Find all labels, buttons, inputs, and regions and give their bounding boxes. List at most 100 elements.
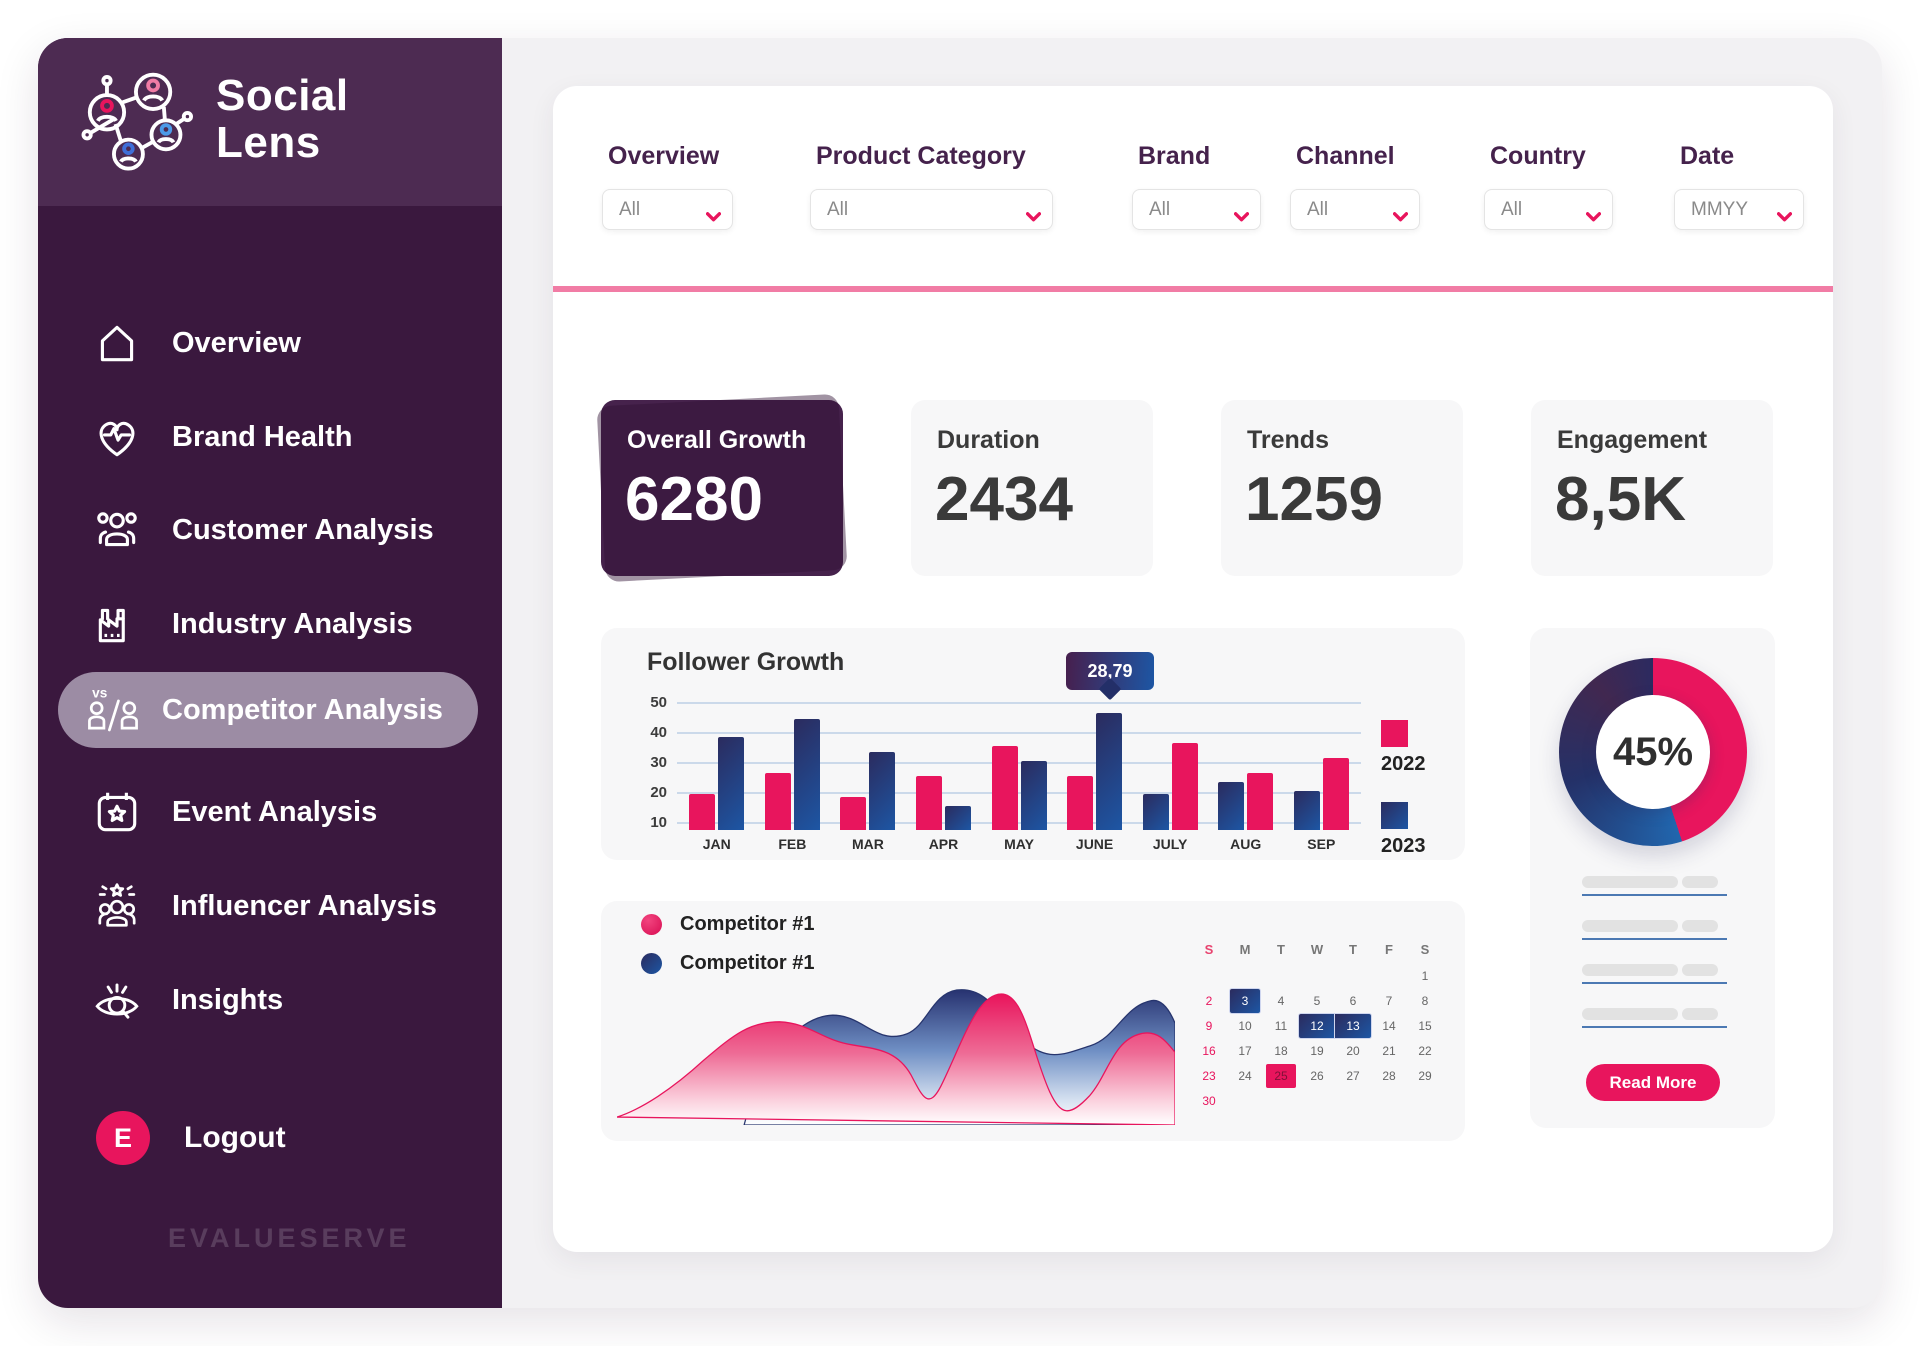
- kpi-card-duration[interactable]: Duration 2434: [911, 400, 1153, 576]
- x-tick-label: SEP: [1307, 836, 1336, 852]
- calendar-day-17[interactable]: 17: [1238, 1043, 1252, 1058]
- kpi-card-overall-growth[interactable]: Overall Growth 6280: [601, 400, 843, 576]
- calendar-day-22[interactable]: 22: [1418, 1043, 1432, 1058]
- calendar-weekday-header: S: [1204, 941, 1214, 957]
- calendar-day-8[interactable]: 8: [1421, 993, 1429, 1008]
- sidebar-item-competitor-analysis[interactable]: vs Competitor Analysis: [58, 672, 478, 748]
- calendar-day-13[interactable]: 13: [1335, 1013, 1371, 1038]
- bar-aug-2023: [1218, 782, 1245, 830]
- calendar-day-12[interactable]: 12: [1299, 1013, 1335, 1038]
- filter-label: Product Category: [816, 142, 1026, 170]
- calendar-day-empty: [1299, 963, 1335, 988]
- placeholder-underline: [1582, 894, 1727, 896]
- filter-product-category-select[interactable]: All: [810, 189, 1053, 230]
- calendar-day-15[interactable]: 15: [1418, 1018, 1432, 1033]
- calendar-day-empty: [1227, 963, 1263, 988]
- sidebar-item-label: Brand Health: [172, 420, 353, 453]
- bar-apr-2023: [944, 806, 971, 830]
- calendar-day-empty: [1263, 963, 1299, 988]
- sidebar-item-event-analysis[interactable]: Event Analysis: [38, 765, 502, 859]
- chevron-down-icon: [1233, 206, 1250, 228]
- social-lens-logo-icon: [78, 64, 196, 182]
- read-more-button[interactable]: Read More: [1586, 1064, 1720, 1101]
- calendar-weekday-header: T: [1277, 941, 1285, 957]
- calendar-day-27[interactable]: 27: [1346, 1068, 1360, 1083]
- x-tick-label: MAR: [851, 836, 884, 852]
- people-group-icon: [88, 503, 146, 557]
- calendar-day-20[interactable]: 20: [1346, 1043, 1360, 1058]
- placeholder-bar-short: [1682, 876, 1718, 888]
- sidebar-item-insights[interactable]: Insights: [38, 953, 502, 1047]
- logout-button[interactable]: E Logout: [38, 1100, 502, 1176]
- kpi-label: Engagement: [1557, 426, 1708, 454]
- bar-tooltip: 28,79: [1066, 652, 1154, 701]
- calendar-day-4[interactable]: 4: [1277, 993, 1285, 1008]
- calendar-day-18[interactable]: 18: [1274, 1043, 1288, 1058]
- calendar-day-5[interactable]: 5: [1313, 993, 1321, 1008]
- sidebar-item-influencer-analysis[interactable]: Influencer Analysis: [38, 859, 502, 953]
- x-tick-label: FEB: [778, 836, 807, 852]
- sidebar-item-customer-analysis[interactable]: Customer Analysis: [38, 483, 502, 577]
- calendar-day-9[interactable]: 9: [1205, 1018, 1213, 1033]
- kpi-label: Duration: [937, 426, 1040, 454]
- calendar-weekday-header: W: [1310, 941, 1324, 957]
- calendar-day-21[interactable]: 21: [1382, 1043, 1396, 1058]
- footer-brand: EVALUESERVE: [168, 1223, 411, 1253]
- calendar-day-3[interactable]: 3: [1227, 988, 1263, 1013]
- sidebar-item-label: Competitor Analysis: [162, 693, 443, 726]
- filter-brand-select[interactable]: All: [1132, 189, 1261, 230]
- calendar-day-6[interactable]: 6: [1349, 993, 1357, 1008]
- calendar-day-empty: [1191, 963, 1227, 988]
- kpi-label: Overall Growth: [627, 426, 807, 454]
- donut-hole: 45%: [1596, 695, 1710, 809]
- filter-date-select[interactable]: MMYY: [1674, 189, 1804, 230]
- filter-selected-value: All: [1149, 198, 1171, 220]
- kpi-card-engagement[interactable]: Engagement 8,5K: [1531, 400, 1773, 576]
- calendar-day-empty: [1407, 1088, 1443, 1113]
- competitor-area-chart: [617, 989, 1175, 1125]
- calendar-weekday-header: F: [1385, 941, 1393, 957]
- calendar-day-16[interactable]: 16: [1202, 1043, 1216, 1058]
- kpi-card-trends[interactable]: Trends 1259: [1221, 400, 1463, 576]
- calendar-day-26[interactable]: 26: [1310, 1068, 1324, 1083]
- sidebar-item-industry-analysis[interactable]: Industry Analysis: [38, 577, 502, 671]
- sidebar-item-label: Overview: [172, 326, 301, 359]
- gridline: [677, 762, 1361, 764]
- calendar-day-10[interactable]: 10: [1238, 1018, 1252, 1033]
- legend-label-2023: 2023: [1381, 835, 1426, 857]
- filter-selected-value: All: [1307, 198, 1329, 220]
- calendar-day-29[interactable]: 29: [1418, 1068, 1432, 1083]
- calendar-day-25[interactable]: 25: [1263, 1063, 1299, 1088]
- filter-label: Brand: [1138, 142, 1211, 170]
- area-legend-item-2: Competitor #1: [641, 952, 814, 975]
- home-icon: [88, 316, 146, 370]
- eye-search-icon: [88, 973, 146, 1027]
- filter-channel: Channel All: [1290, 142, 1420, 230]
- bar-apr-2022: [915, 776, 942, 830]
- filter-date: Date MMYY: [1674, 142, 1804, 230]
- calendar-day-7[interactable]: 7: [1385, 993, 1393, 1008]
- filter-overview-select[interactable]: All: [602, 189, 733, 230]
- filter-country-select[interactable]: All: [1484, 189, 1613, 230]
- filter-channel-select[interactable]: All: [1290, 189, 1420, 230]
- calendar-weekday-header: M: [1239, 941, 1251, 957]
- bar-x-axis: JAN FEB MAR APR MAY JUNE JULY AUG SEP: [679, 836, 1359, 852]
- legend-swatch-2023: [1381, 802, 1408, 829]
- calendar-day-11[interactable]: 11: [1274, 1018, 1288, 1033]
- calendar-day-14[interactable]: 14: [1382, 1018, 1396, 1033]
- calendar-day-30[interactable]: 30: [1202, 1093, 1216, 1108]
- sidebar-item-brand-health[interactable]: Brand Health: [38, 390, 502, 484]
- calendar-day-1[interactable]: 1: [1421, 968, 1429, 983]
- sidebar-item-overview[interactable]: Overview: [38, 296, 502, 390]
- calendar-day-23[interactable]: 23: [1202, 1068, 1216, 1083]
- legend-dot-icon: [641, 914, 662, 935]
- calendar-day-19[interactable]: 19: [1310, 1043, 1324, 1058]
- x-tick-label: JUNE: [1075, 836, 1114, 852]
- calendar-day-28[interactable]: 28: [1382, 1068, 1396, 1083]
- donut-chart: 45%: [1559, 658, 1747, 846]
- placeholder-bar-short: [1682, 1008, 1718, 1020]
- calendar-day-24[interactable]: 24: [1238, 1068, 1252, 1083]
- calendar-day-2[interactable]: 2: [1205, 993, 1213, 1008]
- placeholder-row: [1582, 964, 1727, 984]
